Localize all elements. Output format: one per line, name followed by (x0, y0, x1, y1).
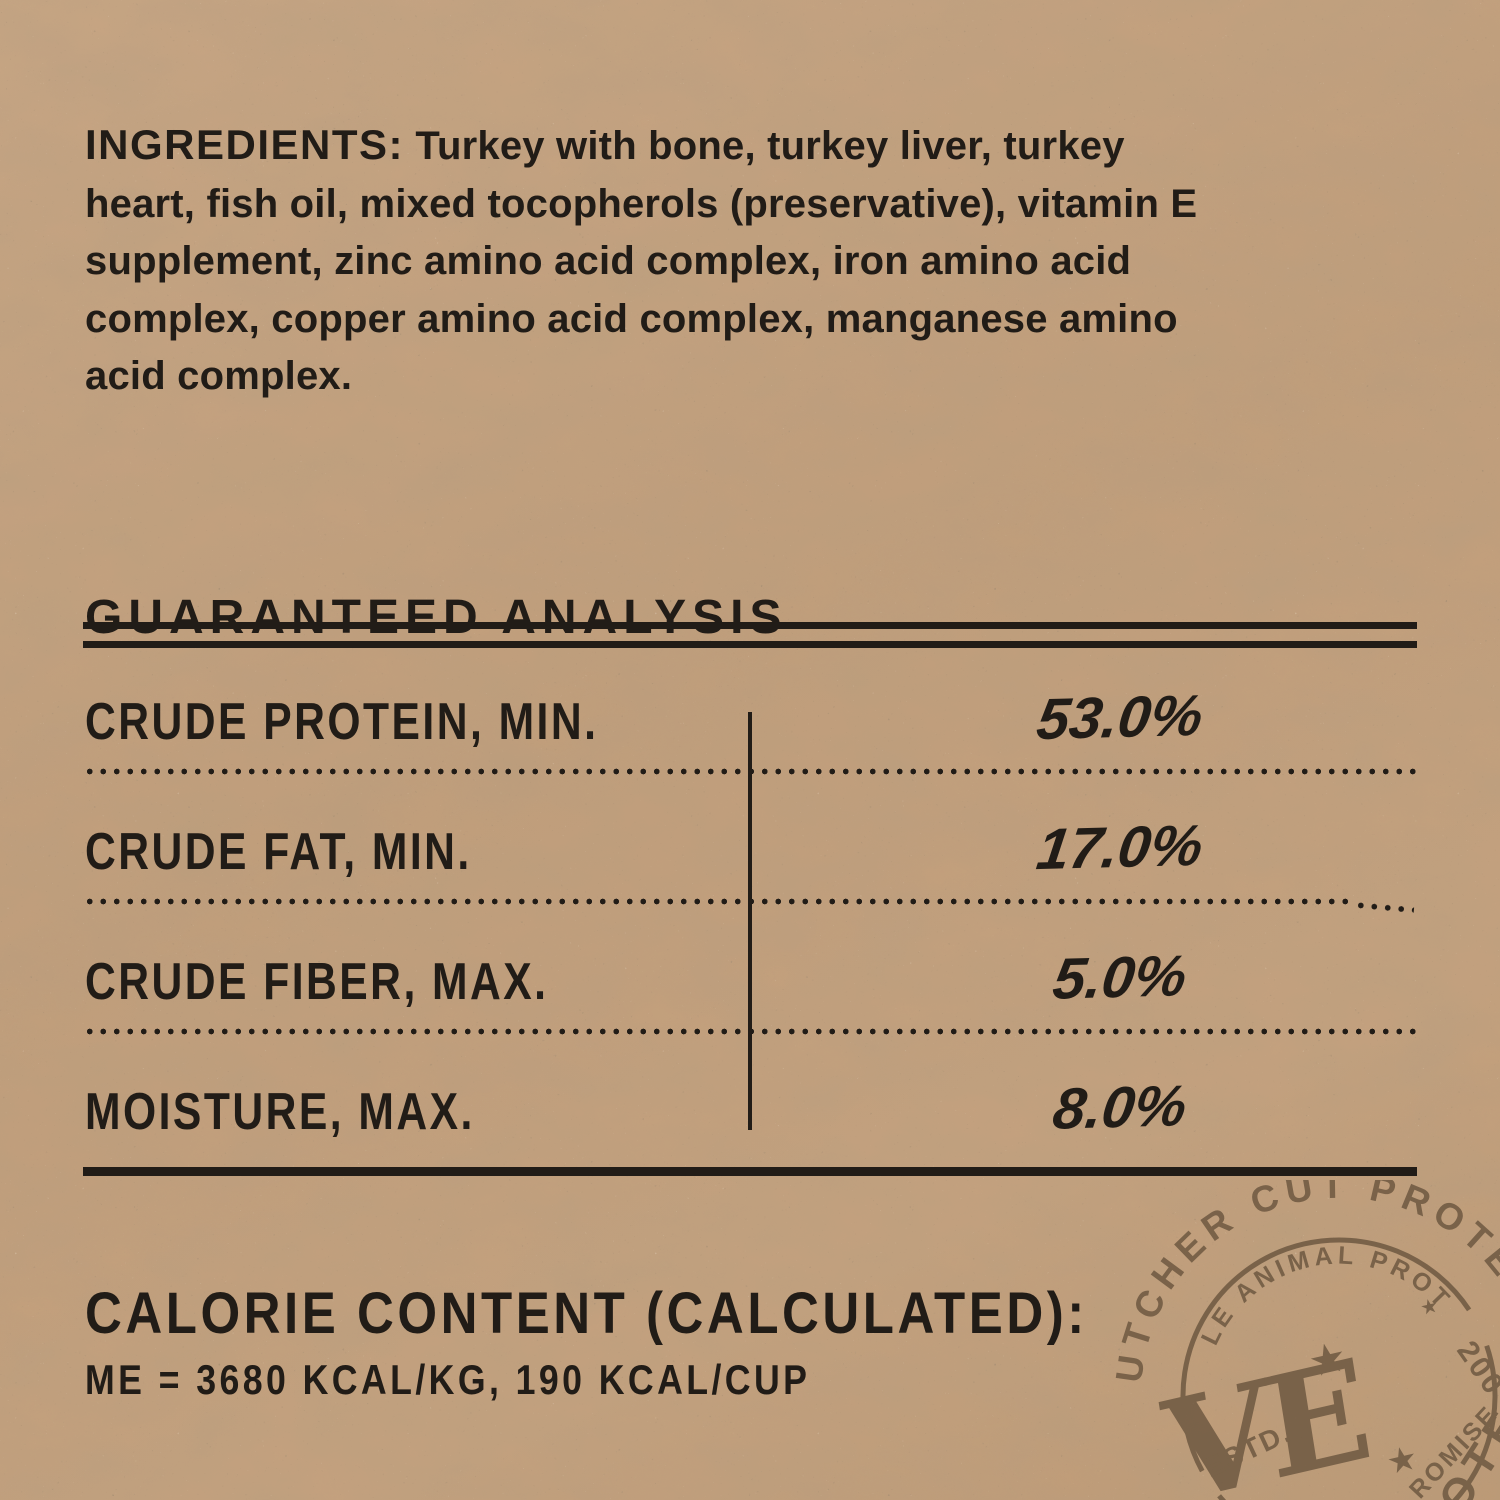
row-value: 5.0% (1049, 943, 1191, 1012)
table-bottom-rule (83, 1167, 1417, 1176)
ingredients-line: INGREDIENTS: Turkey with bone, turkey li… (85, 116, 1375, 176)
butcher-cut-protein-stamp: BUTCHER CUT PROTEIN WHOLE ANIMAL PROTEIN… (1100, 1180, 1500, 1500)
table-row: MOISTURE, MAX. 8.0% (85, 1073, 1415, 1142)
ingredients-label: INGREDIENTS: (85, 121, 405, 168)
table-column-divider (748, 712, 752, 1130)
stamp-year-text: 200 (1450, 1335, 1500, 1402)
row-label: CRUDE FAT, MIN. (85, 823, 472, 881)
row-value: 8.0% (1049, 1073, 1191, 1142)
table-row: CRUDE PROTEIN, MIN. 53.0% (85, 683, 1415, 752)
dotted-separator-tail (1353, 901, 1415, 914)
ingredients-line: heart, fish oil, mixed tocopherols (pres… (85, 181, 1198, 226)
row-value: 17.0% (1033, 812, 1207, 883)
row-label: MOISTURE, MAX. (85, 1083, 475, 1141)
double-rule-bottom (83, 641, 1417, 648)
row-label: CRUDE FIBER, MAX. (85, 953, 549, 1011)
ingredients-line: complex, copper amino acid complex, mang… (85, 296, 1178, 341)
dotted-separator (83, 898, 1349, 905)
calorie-content-value: ME = 3680 KCAL/KG, 190 KCAL/CUP (85, 1356, 811, 1403)
ingredients-text: Turkey with bone, turkey liver, turkey (415, 124, 1125, 168)
ingredients-paragraph: INGREDIENTS: Turkey with bone, turkey li… (85, 116, 1375, 406)
double-rule-top (83, 622, 1417, 629)
table-row: CRUDE FIBER, MAX. 5.0% (85, 943, 1415, 1012)
guaranteed-analysis-title: GUARANTEED ANALYSIS (85, 590, 788, 644)
stamp-ring (1180, 1237, 1498, 1500)
row-label: CRUDE PROTEIN, MIN. (85, 693, 599, 751)
table-row: CRUDE FAT, MIN. 17.0% (85, 813, 1415, 882)
row-value: 53.0% (1033, 682, 1207, 753)
ingredients-line: acid complex. (85, 354, 353, 398)
calorie-content-title: CALORIE CONTENT (CALCULATED): (85, 1281, 1088, 1347)
star-icon: ★ (1418, 1295, 1440, 1320)
ingredients-line: supplement, zinc amino acid complex, iro… (85, 239, 1132, 283)
